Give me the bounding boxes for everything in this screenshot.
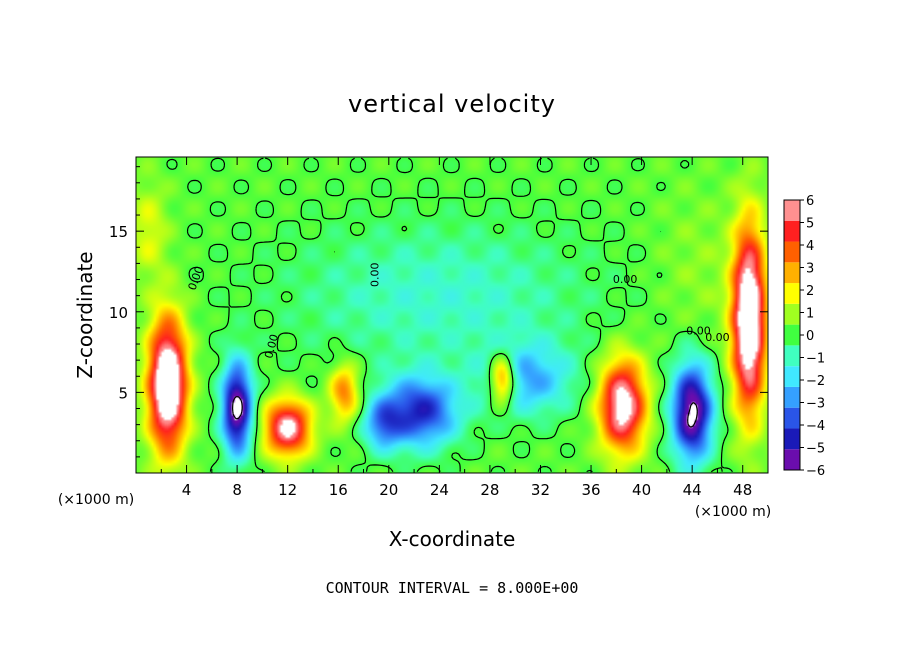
colorbar-tick-label: −1 bbox=[806, 352, 825, 367]
colorbar-tick-label: 1 bbox=[806, 307, 814, 322]
colorbar-tick-label: 6 bbox=[806, 194, 814, 209]
x-unit-label-left: (×1000 m) bbox=[58, 492, 134, 508]
contour-label: 0.00 bbox=[705, 331, 730, 344]
chart-title: vertical velocity bbox=[348, 90, 556, 118]
colorbar-tick-label: 5 bbox=[806, 217, 814, 232]
colorbar-tick-label: −5 bbox=[806, 442, 825, 457]
x-tick-label: 32 bbox=[531, 481, 550, 499]
colorbar-swatch bbox=[784, 345, 800, 367]
x-tick-label: 8 bbox=[232, 481, 242, 499]
colorbar-swatch bbox=[784, 283, 800, 304]
contour-interval-note: CONTOUR INTERVAL = 8.000E+00 bbox=[326, 579, 579, 597]
colorbar-tick-label: −2 bbox=[806, 374, 825, 389]
colorbar-tick-label: −3 bbox=[806, 397, 825, 412]
x-axis: 4 8 12 16 20 24 28 32 36 40 44 48 bbox=[160, 157, 769, 499]
contour-label: 0.00 bbox=[613, 273, 638, 286]
colorbar-tick-label: 4 bbox=[806, 239, 814, 254]
zero-contours bbox=[166, 157, 733, 473]
zero-contour-line bbox=[166, 157, 733, 473]
colorbar-tick-label: 3 bbox=[806, 262, 814, 277]
colorbar-swatch bbox=[784, 386, 800, 408]
colorbar-swatch bbox=[784, 428, 800, 450]
x-axis-label: X-coordinate bbox=[389, 527, 516, 551]
y-tick-label: 15 bbox=[109, 223, 128, 241]
colorbar-swatch bbox=[784, 220, 800, 242]
colorbar-tick-label: 0 bbox=[806, 329, 814, 344]
x-tick-label: 36 bbox=[581, 481, 600, 499]
colorbar-swatch bbox=[784, 200, 800, 221]
colorbar: 6 5 4 3 2 1 0 −1 −2 −3 −4 −5 −6 bbox=[783, 194, 825, 479]
y-tick-label: 5 bbox=[118, 384, 128, 402]
x-tick-label: 16 bbox=[329, 481, 348, 499]
colorbar-swatch bbox=[784, 407, 800, 429]
y-tick-label: 10 bbox=[109, 304, 128, 322]
plot-area: 0.000.000.00 0.000.000.00 4 8 12 16 20 24 28 32 3… bbox=[109, 156, 769, 499]
negative-contour-line bbox=[232, 396, 698, 428]
x-tick-label: 48 bbox=[733, 481, 752, 499]
colorbar-swatch bbox=[784, 449, 800, 470]
contour-label: 0.00 bbox=[262, 333, 281, 360]
colorbar-tick-label: 2 bbox=[806, 284, 814, 299]
x-tick-label: 4 bbox=[182, 481, 192, 499]
contour-labels: 0.000.000.00 0.000.000.00 bbox=[186, 262, 730, 359]
x-unit-label-right: (×1000 m) bbox=[695, 504, 771, 520]
colorbar-swatch bbox=[784, 366, 800, 387]
colorbar-swatch bbox=[784, 324, 800, 346]
x-tick-label: 44 bbox=[683, 481, 702, 499]
x-tick-label: 12 bbox=[278, 481, 297, 499]
contour-label: 0.00 bbox=[369, 262, 382, 287]
colorbar-swatch bbox=[784, 303, 800, 325]
y-axis-label: Z-coordinate bbox=[73, 251, 97, 378]
colorbar-swatch bbox=[784, 241, 800, 263]
plot-frame bbox=[135, 156, 769, 474]
x-tick-label: 20 bbox=[379, 481, 398, 499]
colorbar-tick-label: −6 bbox=[806, 464, 825, 479]
x-tick-label: 28 bbox=[480, 481, 499, 499]
x-tick-label: 24 bbox=[430, 481, 449, 499]
colorbar-swatch bbox=[784, 262, 800, 284]
y-axis: 5 10 15 bbox=[109, 166, 768, 458]
velocity-heatmap bbox=[136, 157, 768, 473]
colorbar-tick-label: −4 bbox=[806, 419, 825, 434]
x-tick-label: 40 bbox=[632, 481, 651, 499]
contour-label: 0.00 bbox=[686, 324, 711, 337]
